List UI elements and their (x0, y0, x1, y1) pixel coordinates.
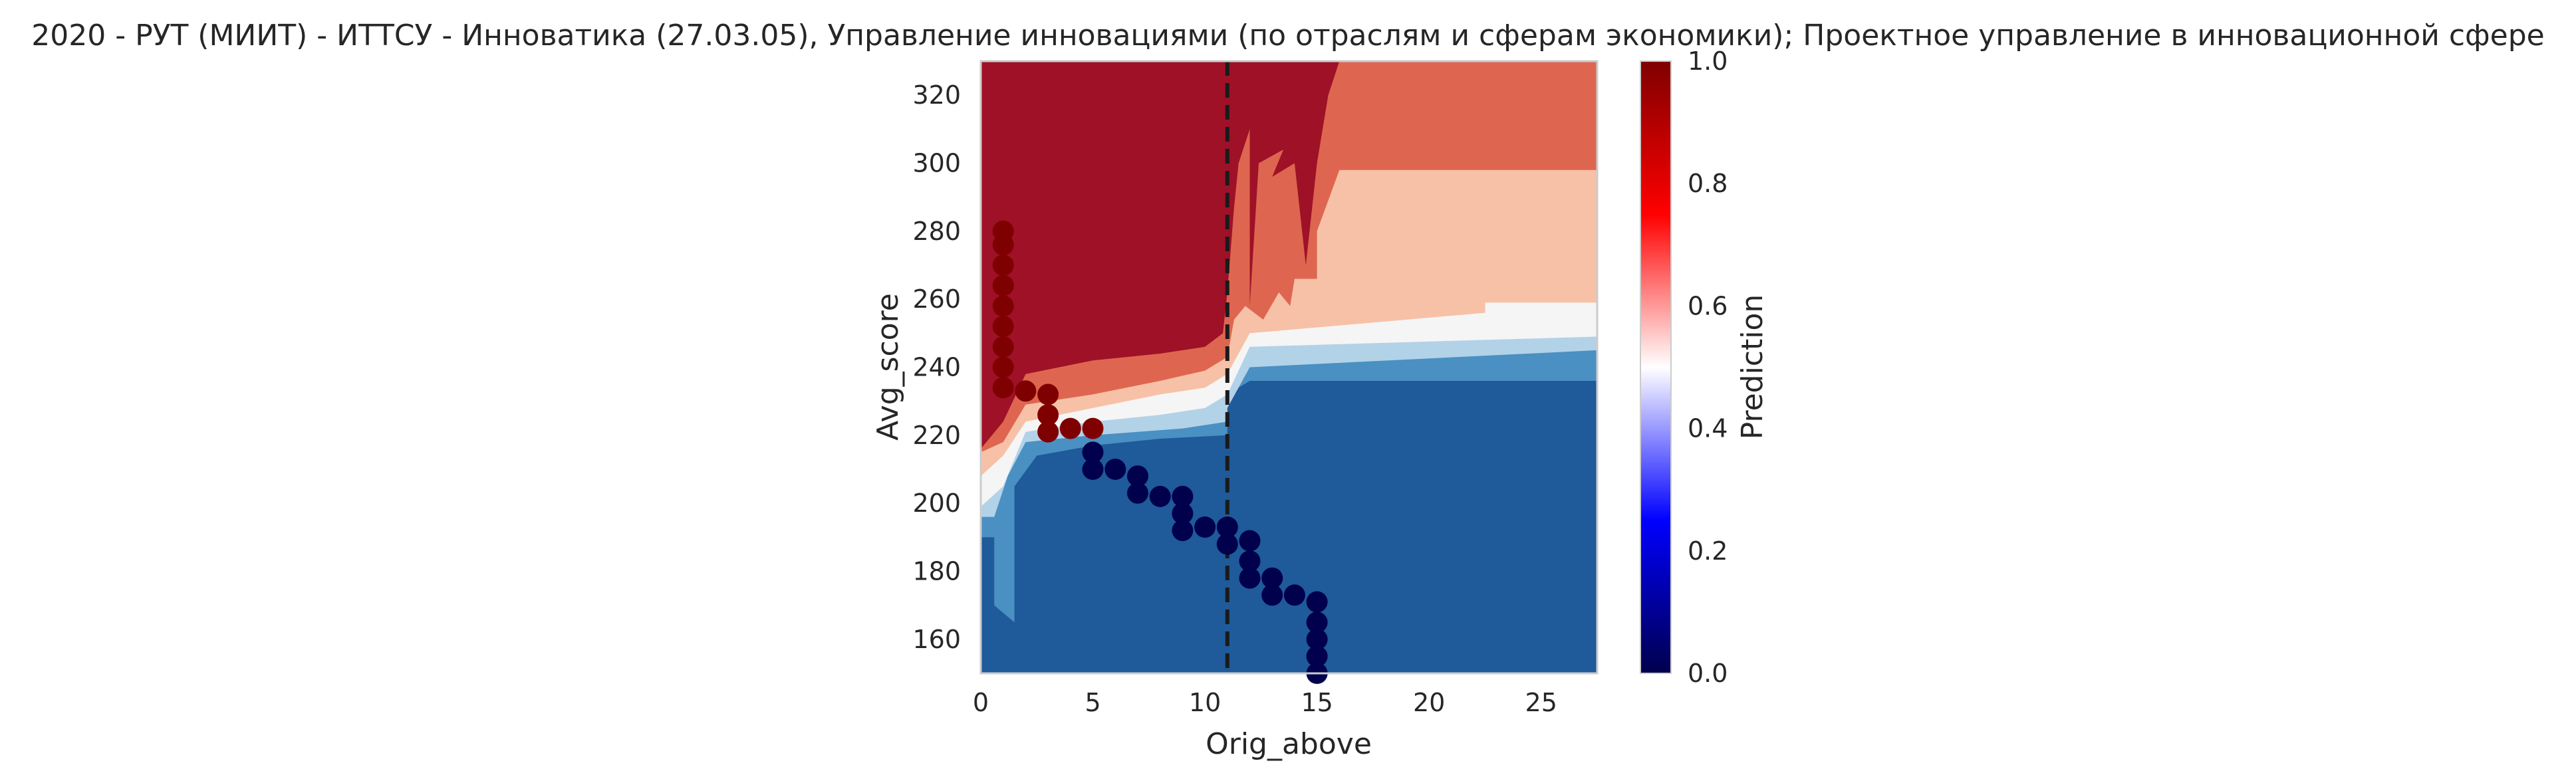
chart-title: 2020 - РУТ (МИИТ) - ИТТСУ - Инноватика (… (31, 19, 2544, 53)
y-tick-label: 180 (912, 557, 961, 586)
colorbar-ticks: 0.0 0.2 0.4 0.6 0.8 1.0 (1688, 47, 1728, 688)
scatter-point-1 (1172, 503, 1194, 524)
scatter-point-1 (1149, 485, 1171, 507)
scatter-point-1 (1172, 485, 1194, 507)
x-tick-label: 0 (973, 688, 989, 717)
y-tick-label: 220 (912, 421, 961, 450)
scatter-point-0 (992, 295, 1014, 317)
y-tick-label: 260 (912, 284, 961, 314)
scatter-point-0 (992, 255, 1014, 276)
x-tick-label: 10 (1189, 688, 1221, 717)
scatter-point-1 (1216, 516, 1238, 538)
colorbar (1640, 60, 1672, 674)
scatter-point-1 (1306, 628, 1328, 650)
x-tick-label: 15 (1301, 688, 1333, 717)
scatter-point-1 (1306, 591, 1328, 613)
scatter-point-1 (1104, 459, 1126, 480)
scatter-point-1 (1306, 645, 1328, 667)
scatter-point-1 (1239, 530, 1261, 552)
x-axis-label: Orig_above (1206, 727, 1372, 761)
colorbar-tick-label: 0.2 (1688, 536, 1728, 566)
contour-surface (981, 61, 1597, 673)
scatter-point-1 (1261, 567, 1283, 589)
y-tick-label: 300 (912, 149, 961, 178)
y-tick-label: 160 (912, 625, 961, 654)
scatter-point-0 (1037, 384, 1059, 405)
y-tick-label: 320 (912, 80, 961, 110)
scatter-point-0 (992, 275, 1014, 296)
scatter-point-1 (1082, 441, 1104, 463)
scatter-point-0 (1082, 417, 1104, 439)
colorbar-label: Prediction (1736, 294, 1769, 440)
scatter-point-0 (992, 377, 1014, 399)
scatter-point-0 (992, 336, 1014, 358)
scatter-point-0 (1015, 380, 1037, 402)
scatter-point-0 (992, 316, 1014, 338)
scatter-point-1 (1283, 584, 1305, 606)
y-tick-label: 240 (912, 353, 961, 382)
scatter-point-1 (1127, 482, 1148, 504)
scatter-point-1 (1082, 459, 1104, 480)
scatter-point-0 (1037, 421, 1059, 443)
colorbar-tick-label: 0.0 (1688, 659, 1728, 688)
x-tick-label: 5 (1085, 688, 1100, 717)
colorbar-tick-label: 0.6 (1688, 291, 1728, 320)
x-tick-label: 25 (1525, 688, 1557, 717)
plot-frame (979, 60, 1599, 675)
scatter-point-0 (992, 220, 1014, 242)
scatter-point-1 (1216, 533, 1238, 555)
scatter-point-1 (1261, 584, 1283, 606)
scatter-point-0 (1037, 404, 1059, 426)
scatter-point-1 (1239, 567, 1261, 589)
y-axis-label: Avg_score (871, 293, 905, 441)
y-axis: 160 180 200 220 240 260 280 300 320 (912, 80, 961, 654)
x-tick-label: 20 (1413, 688, 1445, 717)
colorbar-tick-label: 0.4 (1688, 414, 1728, 443)
scatter-points (992, 220, 1328, 684)
y-tick-label: 200 (912, 489, 961, 518)
scatter-point-1 (1194, 516, 1216, 538)
contour-band-6 (981, 61, 1340, 449)
scatter-point-1 (1127, 465, 1148, 487)
x-axis: 0 5 10 15 20 25 (973, 688, 1557, 717)
scatter-point-1 (1306, 612, 1328, 633)
y-tick-label: 280 (912, 217, 961, 246)
scatter-point-0 (1059, 417, 1081, 439)
colorbar-tick-label: 0.8 (1688, 169, 1728, 198)
scatter-point-1 (1172, 520, 1194, 542)
scatter-point-1 (1239, 550, 1261, 572)
colorbar-tick-label: 1.0 (1688, 47, 1728, 76)
scatter-point-0 (992, 356, 1014, 378)
